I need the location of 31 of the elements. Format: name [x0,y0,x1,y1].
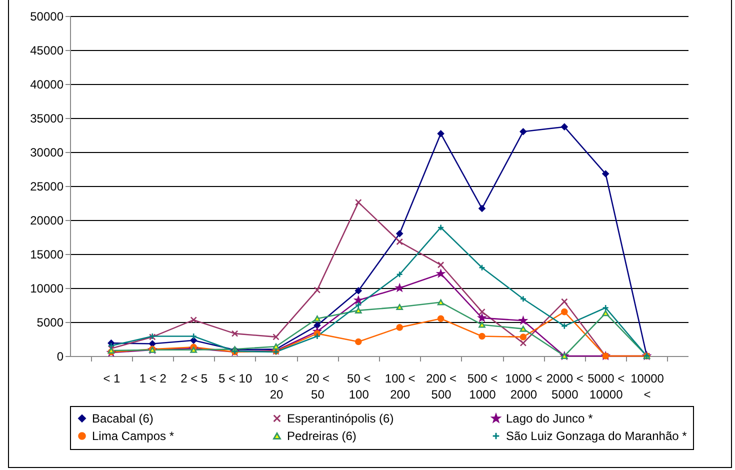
legend-label: Lima Campos * [92,429,174,443]
x-tick-label: 5000 < 10000 [588,372,625,402]
x-tick-label: 500 < 1000 [467,372,498,402]
y-tick-label: 35000 [30,112,64,126]
x-tick-label: 10 < 20 [264,372,288,402]
x-tick-label: 20 < 50 [306,372,330,402]
x-tick-label: < 1 [103,372,121,386]
x-tick-label: 10000 < [630,372,664,402]
y-tick-label: 45000 [30,44,64,58]
x-tick-label: 100 < 200 [384,372,416,402]
y-tick-label: 30000 [30,146,64,160]
x-tick-label: 2000 < 5000 [546,372,584,402]
y-tick-label: 5000 [36,316,64,330]
legend-label: Esperantinópolis (6) [287,411,394,426]
x-tick-label: 5 < 10 [218,372,252,386]
y-tick-label: 20000 [30,214,64,228]
legend-label: São Luiz Gonzaga do Maranhão * [506,429,688,443]
y-tick-label: 10000 [30,282,64,296]
legend-label: Pedreiras (6) [287,429,356,443]
y-tick-label: 25000 [30,180,64,194]
y-tick-label: 40000 [30,78,64,92]
y-tick-label: 15000 [30,248,64,262]
x-tick-label: 50 < 100 [347,372,371,402]
x-tick-label: 1 < 2 [139,372,167,386]
x-tick-label: 1000 < 2000 [505,372,542,402]
x-tick-label: 200 < 500 [426,372,456,402]
y-tick-label: 0 [56,350,64,364]
x-tick-label: 2 < 5 [180,372,208,386]
legend-label: Bacabal (6) [92,411,154,426]
legend-label: Lago do Junco * [506,411,594,426]
y-tick-label: 50000 [30,10,64,24]
